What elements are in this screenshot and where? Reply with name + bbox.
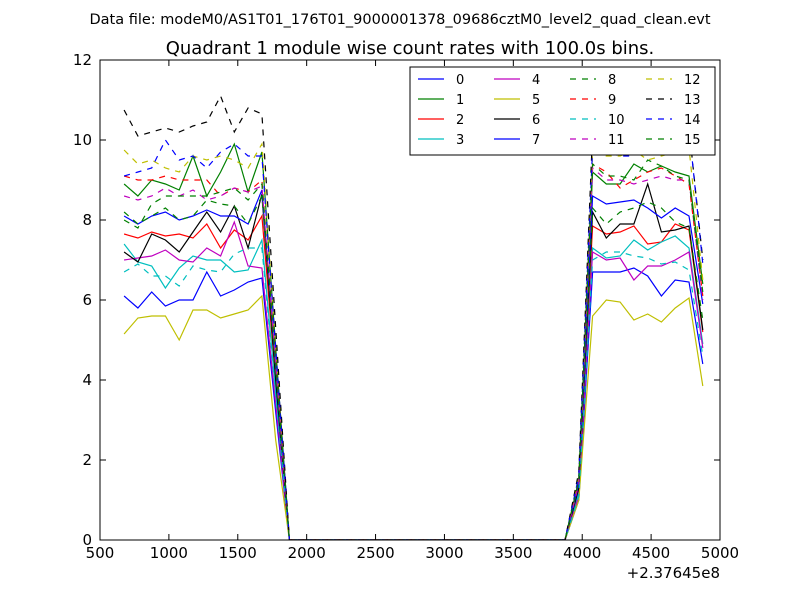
chart-title: Quadrant 1 module wise count rates with … xyxy=(166,38,655,59)
y-tick-label: 8 xyxy=(82,211,92,229)
legend-label-9: 9 xyxy=(608,93,616,108)
y-tick-label: 12 xyxy=(73,51,92,69)
legend-label-14: 14 xyxy=(684,113,701,128)
y-tick-label: 4 xyxy=(82,371,92,389)
x-tick-label: 4000 xyxy=(563,544,601,562)
series-line-0 xyxy=(123,267,704,540)
legend-label-7: 7 xyxy=(532,133,540,148)
x-tick-label: 1000 xyxy=(150,544,188,562)
series-layer xyxy=(123,94,704,540)
series-line-12 xyxy=(123,141,704,540)
x-tick-label: 3500 xyxy=(494,544,532,562)
x-offset-label: +2.37645e8 xyxy=(627,564,720,582)
legend-label-11: 11 xyxy=(608,133,625,148)
series-line-5 xyxy=(123,294,704,540)
chart-suptitle: Data file: modeM0/AS1T01_176T01_90000013… xyxy=(89,12,710,28)
legend-label-3: 3 xyxy=(456,133,464,148)
legend-label-5: 5 xyxy=(532,93,540,108)
legend-label-2: 2 xyxy=(456,113,464,128)
legend-label-10: 10 xyxy=(608,113,625,128)
legend-label-13: 13 xyxy=(684,93,701,108)
y-tick-label: 10 xyxy=(73,131,92,149)
series-line-3 xyxy=(123,235,704,540)
x-tick-label: 5000 xyxy=(701,544,739,562)
legend-label-15: 15 xyxy=(684,133,701,148)
legend-label-8: 8 xyxy=(608,73,616,88)
x-tick-label: 1500 xyxy=(219,544,257,562)
series-line-4 xyxy=(124,220,704,540)
legend-box xyxy=(409,66,716,156)
legend-label-12: 12 xyxy=(684,73,701,88)
x-tick-label: 2000 xyxy=(288,544,326,562)
y-tick-label: 0 xyxy=(82,531,92,549)
series-line-2 xyxy=(123,214,704,540)
series-line-1 xyxy=(123,142,704,540)
series-line-7 xyxy=(123,189,704,540)
x-tick-label: 500 xyxy=(86,544,115,562)
series-line-14 xyxy=(123,123,704,540)
x-tick-label: 2500 xyxy=(356,544,394,562)
legend-label-6: 6 xyxy=(532,113,540,128)
series-line-6 xyxy=(123,182,704,540)
x-axis: 500 1000 1500 2000 2500 3000 3500 4000 4500 5000 xyxy=(86,60,739,562)
y-tick-label: 2 xyxy=(82,451,92,469)
legend-label-0: 0 xyxy=(456,73,464,88)
x-tick-label: 4500 xyxy=(632,544,670,562)
series-line-10 xyxy=(123,247,704,540)
y-tick-label: 6 xyxy=(82,291,92,309)
legend-label-4: 4 xyxy=(532,73,540,88)
legend-label-1: 1 xyxy=(456,93,464,108)
x-tick-label: 3000 xyxy=(425,544,463,562)
